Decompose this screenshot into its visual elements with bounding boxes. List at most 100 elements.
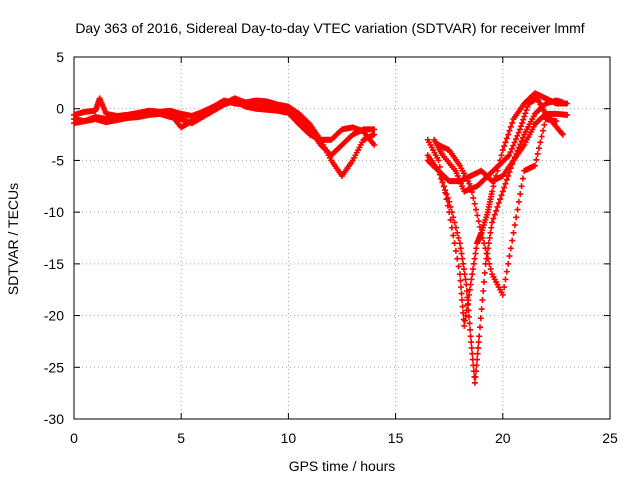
data-point xyxy=(440,183,447,190)
data-point xyxy=(564,100,571,107)
data-point xyxy=(493,207,500,214)
data-point xyxy=(559,99,566,106)
data-point xyxy=(471,379,478,386)
data-point xyxy=(533,156,540,163)
data-point xyxy=(478,306,485,313)
data-point xyxy=(512,136,519,143)
data-point xyxy=(467,326,474,333)
data-point xyxy=(462,276,469,283)
data-point xyxy=(505,131,512,138)
y-tick-label: -10 xyxy=(44,204,64,220)
data-point xyxy=(510,229,517,236)
data-point xyxy=(473,362,480,369)
data-point xyxy=(467,333,474,340)
data-point xyxy=(479,235,486,241)
data-point xyxy=(506,127,513,134)
data-point xyxy=(457,284,464,291)
y-tick-label: -25 xyxy=(44,359,64,375)
data-point xyxy=(457,245,464,252)
data-point xyxy=(473,245,480,252)
data-point xyxy=(439,179,446,186)
data-point xyxy=(456,240,463,247)
data-point xyxy=(475,344,482,351)
data-point xyxy=(538,133,545,140)
data-point xyxy=(486,235,493,241)
data-point xyxy=(458,290,465,297)
data-point xyxy=(466,313,473,320)
data-point xyxy=(507,149,514,156)
data-point xyxy=(501,143,508,150)
data-point xyxy=(471,200,478,207)
data-point xyxy=(460,260,467,267)
data-point xyxy=(455,235,462,241)
data-point xyxy=(503,268,510,275)
data-point xyxy=(505,260,512,267)
data-point xyxy=(462,312,469,319)
data-point xyxy=(509,237,516,244)
data-point xyxy=(489,188,496,195)
data-point xyxy=(513,214,520,221)
x-tick-label: 5 xyxy=(177,430,185,446)
data-point xyxy=(537,139,544,146)
data-point xyxy=(487,266,494,273)
data-point xyxy=(499,291,506,298)
data-point xyxy=(481,240,488,247)
data-point xyxy=(521,113,528,120)
data-point xyxy=(498,192,505,199)
data-point xyxy=(461,271,468,278)
data-point xyxy=(564,111,571,118)
data-point xyxy=(534,150,541,157)
data-point xyxy=(483,250,490,257)
data-point xyxy=(470,266,477,273)
data-point xyxy=(481,269,488,276)
data-point xyxy=(464,294,471,301)
data-point xyxy=(502,276,509,283)
data-point xyxy=(515,129,522,136)
data-point xyxy=(491,211,498,218)
data-point xyxy=(541,121,548,128)
data-point xyxy=(476,333,483,340)
data-point xyxy=(455,263,462,270)
data-point xyxy=(518,138,525,145)
data-point xyxy=(447,203,454,210)
data-point xyxy=(481,278,488,285)
data-point xyxy=(371,131,378,138)
data-point xyxy=(462,317,469,324)
data-point xyxy=(457,277,464,284)
data-point xyxy=(450,232,457,239)
data-point xyxy=(478,229,485,236)
series-track-g xyxy=(435,116,560,298)
data-point xyxy=(498,152,505,159)
data-point xyxy=(477,224,484,231)
data-point xyxy=(489,219,496,226)
y-tick-labels: 5 0 -5 -10 -15 -20 -25 -30 xyxy=(44,49,64,427)
grid xyxy=(74,57,610,419)
data-point xyxy=(507,123,514,130)
data-point xyxy=(503,135,510,142)
series-track-h xyxy=(431,95,566,195)
data-point xyxy=(435,157,442,164)
data-point xyxy=(468,276,475,283)
data-point xyxy=(520,116,527,123)
data-point xyxy=(506,152,513,159)
data-point xyxy=(463,288,470,295)
data-point xyxy=(490,215,497,222)
data-point xyxy=(540,127,546,134)
data-point xyxy=(472,250,479,257)
data-point xyxy=(459,297,466,304)
data-point xyxy=(446,198,453,205)
data-point xyxy=(502,139,509,146)
data-point xyxy=(480,288,487,295)
y-tick-label: -20 xyxy=(44,308,64,324)
data-point xyxy=(516,126,523,133)
data-point xyxy=(454,229,461,236)
x-tick-label: 20 xyxy=(495,430,511,446)
y-tick-label: -30 xyxy=(44,411,64,427)
data-point xyxy=(497,196,504,203)
data-point xyxy=(518,123,525,130)
data-point xyxy=(499,147,506,154)
data-point xyxy=(488,224,495,231)
data-point xyxy=(519,119,526,126)
x-tick-label: 15 xyxy=(388,430,404,446)
